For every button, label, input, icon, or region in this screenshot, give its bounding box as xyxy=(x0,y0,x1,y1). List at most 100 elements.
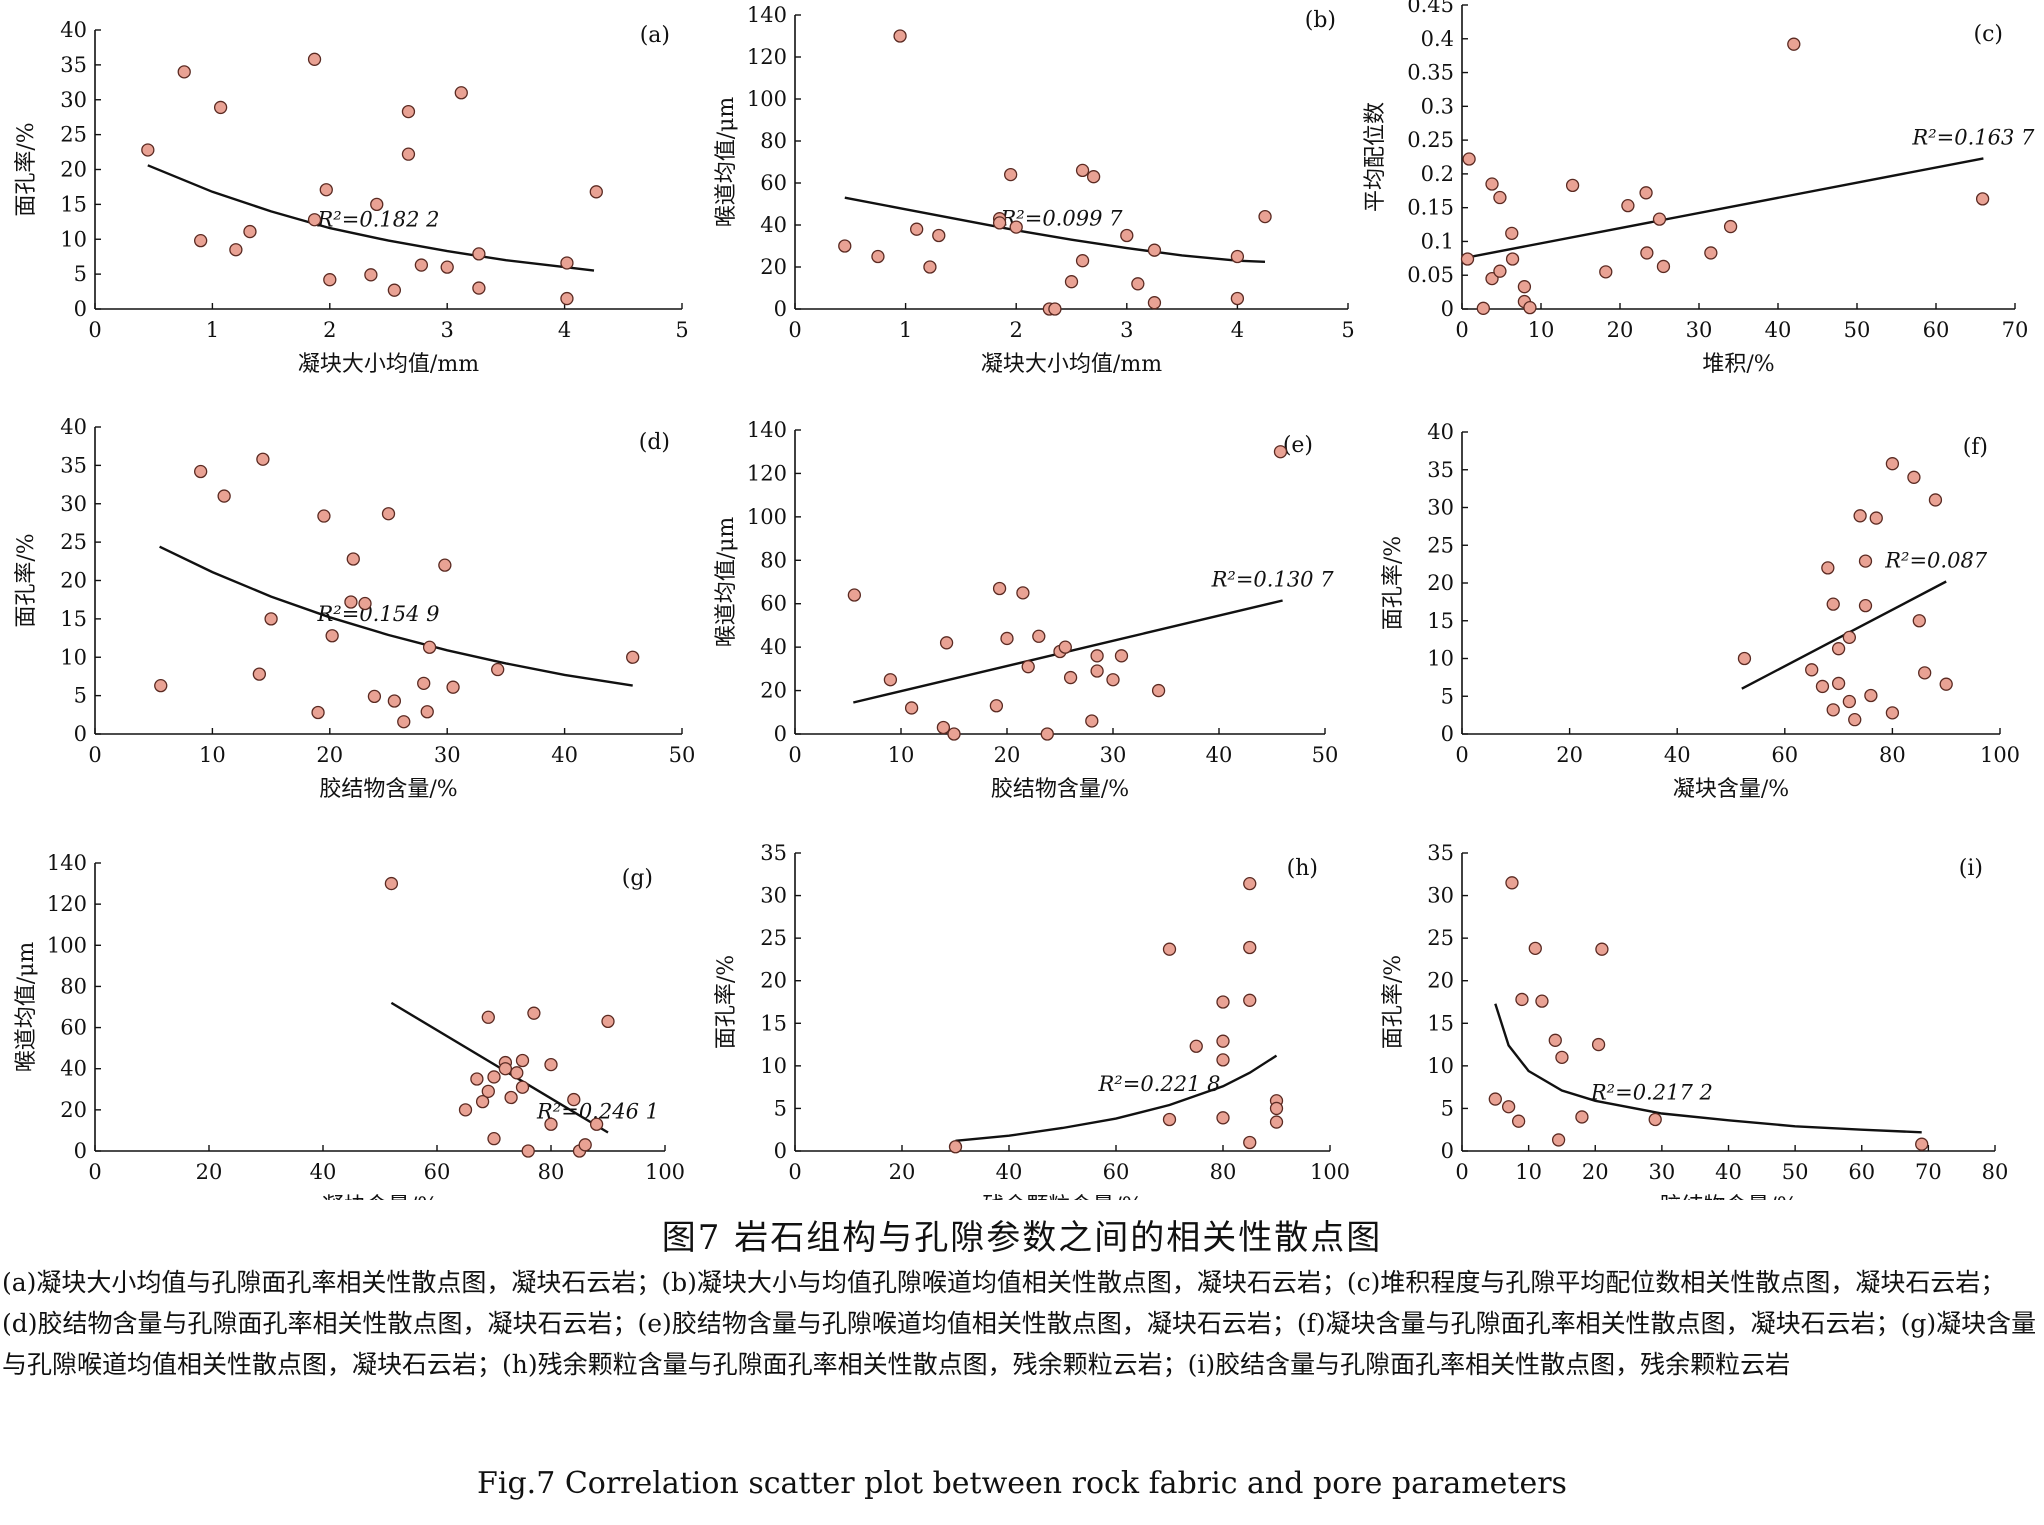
y-tick-label: 10 xyxy=(760,1054,787,1078)
x-tick-label: 40 xyxy=(996,1160,1023,1184)
y-tick-label: 5 xyxy=(74,684,87,708)
x-tick-label: 0 xyxy=(88,1160,101,1184)
x-axis-title: 胶结物含量/% xyxy=(991,777,1129,802)
data-point xyxy=(1243,877,1257,891)
data-point xyxy=(472,247,486,261)
y-tick-label: 0.05 xyxy=(1407,263,1454,287)
x-tick-label: 20 xyxy=(316,743,343,767)
data-point xyxy=(1120,228,1134,243)
y-tick-label: 40 xyxy=(60,1057,87,1081)
data-point xyxy=(177,65,191,79)
data-point xyxy=(1147,243,1162,257)
y-tick-label: 5 xyxy=(74,262,87,286)
y-tick-label: 20 xyxy=(760,255,787,279)
chart-panel-a: 0 1 2 3 4 5 0 5 10 15 20 25 30 35 40 凝块大小均值/mm 面孔率/% (a) R… xyxy=(14,18,689,377)
x-tick-label: 30 xyxy=(1100,743,1127,767)
figure-caption-detail: (a)凝块大小均值与孔隙面孔率相关性散点图，凝块石云岩；(b)凝块大小与均值孔隙… xyxy=(2,1268,2037,1379)
data-point xyxy=(319,183,333,197)
data-point xyxy=(992,216,1007,230)
x-tick-label: 10 xyxy=(199,743,226,767)
y-tick-label: 20 xyxy=(60,569,87,593)
data-point xyxy=(589,1117,604,1131)
r-squared-annotation: R²=0.163 7 xyxy=(1911,125,2035,149)
data-point xyxy=(1523,300,1537,315)
data-point xyxy=(936,720,951,735)
x-tick-label: 60 xyxy=(424,1160,451,1184)
x-tick-label: 20 xyxy=(889,1160,916,1184)
y-tick-label: 5 xyxy=(1441,684,1454,708)
y-tick-label: 0.45 xyxy=(1407,0,1454,17)
y-tick-label: 0.2 xyxy=(1421,162,1454,186)
data-point xyxy=(370,197,384,212)
data-point xyxy=(904,701,919,715)
r-squared-annotation: R²=0.087 xyxy=(1884,548,1988,572)
data-point xyxy=(1652,212,1667,226)
data-point xyxy=(910,222,924,236)
chart-panel-g: 0 20 40 60 80 100 0 20 40 60 80 100 120 140 凝块含量/% 喉道均值… xyxy=(14,851,685,1200)
data-point xyxy=(1493,264,1507,278)
data-point xyxy=(454,86,468,100)
data-point xyxy=(252,667,267,681)
data-point xyxy=(446,680,460,694)
data-point xyxy=(1548,1033,1562,1047)
y-tick-label: 40 xyxy=(60,18,87,42)
data-point xyxy=(1723,219,1738,234)
y-tick-label: 25 xyxy=(60,123,87,147)
data-point xyxy=(1460,252,1475,266)
r-squared-annotation: R²=0.154 9 xyxy=(317,602,440,626)
y-tick-label: 20 xyxy=(760,679,787,703)
y-tick-label: 25 xyxy=(760,926,787,950)
data-point xyxy=(1565,178,1580,193)
data-point xyxy=(414,258,429,272)
data-point xyxy=(358,596,372,611)
figure-caption-en: Fig.7 Correlation scatter plot between r… xyxy=(477,1466,1567,1501)
data-point xyxy=(384,876,399,891)
data-point xyxy=(317,509,331,523)
data-point xyxy=(989,699,1004,713)
data-point xyxy=(948,1140,963,1154)
trend-line xyxy=(844,196,1266,263)
data-point xyxy=(141,143,155,157)
data-point xyxy=(1162,942,1177,956)
x-tick-label: 20 xyxy=(1556,743,1583,767)
data-point xyxy=(1048,302,1062,316)
x-tick-label: 0 xyxy=(88,743,101,767)
x-tick-label: 5 xyxy=(675,318,688,342)
y-tick-label: 30 xyxy=(60,492,87,516)
data-point xyxy=(440,260,454,274)
data-point xyxy=(1704,246,1718,260)
data-point xyxy=(1216,1034,1230,1048)
x-tick-label: 2 xyxy=(323,318,336,342)
data-point xyxy=(1147,296,1162,310)
data-point xyxy=(1939,677,1953,691)
data-point xyxy=(401,104,416,119)
y-tick-label: 40 xyxy=(760,213,787,237)
y-tick-label: 10 xyxy=(1427,1054,1454,1078)
y-tick-label: 30 xyxy=(1427,496,1454,520)
panel-label: (d) xyxy=(639,430,670,455)
data-point xyxy=(1106,673,1120,687)
x-tick-label: 40 xyxy=(310,1160,337,1184)
data-point xyxy=(1131,277,1145,291)
x-tick-label: 50 xyxy=(1844,318,1871,342)
data-point xyxy=(387,694,402,708)
data-point xyxy=(1269,1101,1284,1116)
x-axis-title: 胶结物含量/% xyxy=(319,777,457,802)
data-point xyxy=(1090,664,1104,678)
y-axis-title: 平均配位数 xyxy=(1363,102,1388,212)
data-point xyxy=(1064,275,1079,289)
data-point xyxy=(1086,170,1101,184)
data-point xyxy=(1737,651,1752,666)
data-point xyxy=(401,147,416,161)
y-tick-label: 0 xyxy=(774,297,787,321)
x-tick-label: 0 xyxy=(1455,1160,1468,1184)
data-point xyxy=(470,1072,484,1086)
data-point xyxy=(1595,942,1609,956)
data-point xyxy=(1915,1137,1929,1151)
y-axis-title: 喉道均值/μm xyxy=(14,942,39,1073)
y-tick-label: 140 xyxy=(47,851,87,875)
y-axis-title: 喉道均值/μm xyxy=(714,517,739,648)
data-point xyxy=(560,291,574,306)
data-point xyxy=(213,100,228,115)
r-squared-annotation: R²=0.217 2 xyxy=(1590,1081,1713,1105)
